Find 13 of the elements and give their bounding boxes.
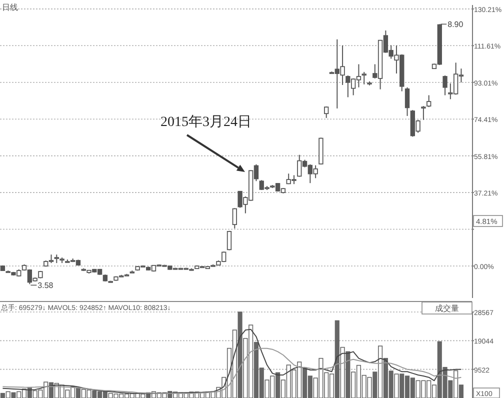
candlestick <box>362 71 366 85</box>
candlestick <box>404 86 410 116</box>
candlestick <box>426 94 432 108</box>
annotation: 2015年3月24日 <box>160 114 252 130</box>
annotation: 成交量 <box>435 304 459 313</box>
candlestick <box>442 74 448 96</box>
annotation: 日线 <box>2 3 18 12</box>
candlestick <box>421 106 426 120</box>
annotation: 3.58 <box>38 281 54 290</box>
line-series <box>2 328 462 394</box>
line-series <box>2 348 462 394</box>
annotation: 8.90 <box>448 20 464 30</box>
candlestick <box>232 208 237 229</box>
